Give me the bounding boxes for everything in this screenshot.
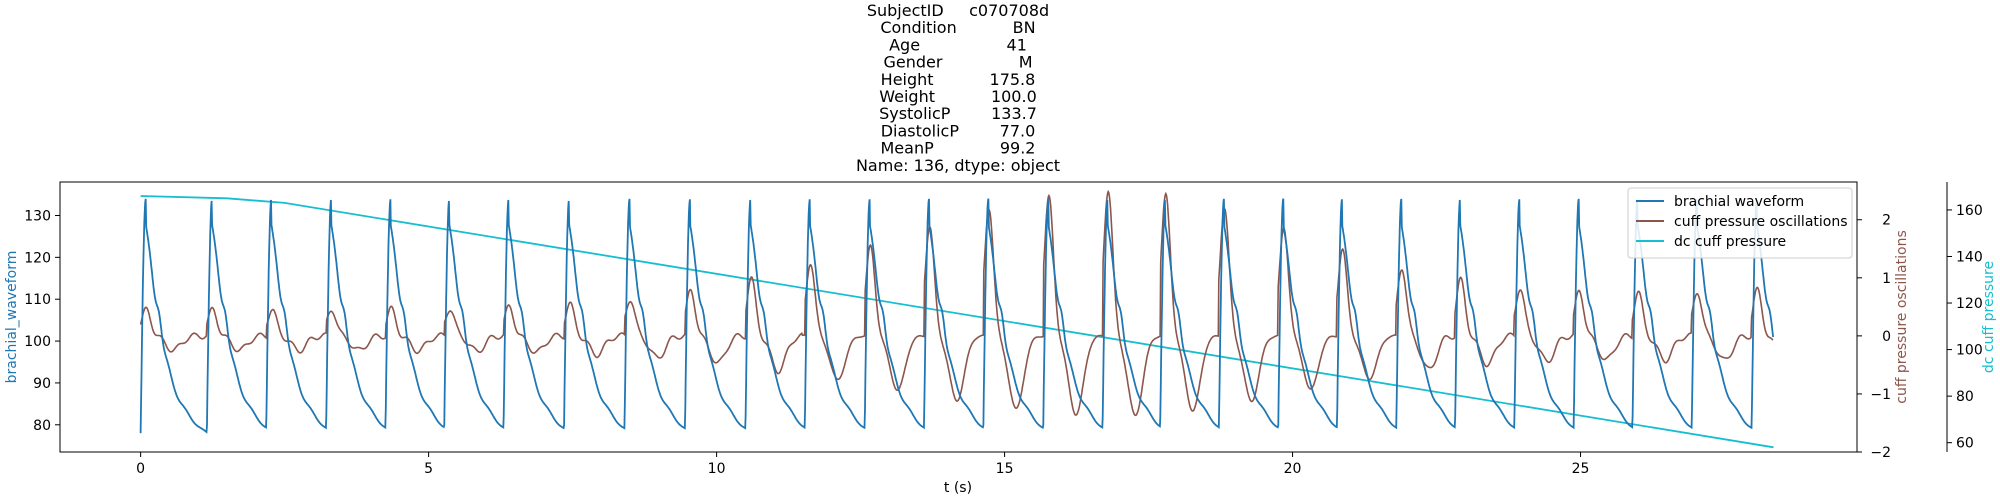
title-line: Height 175.8 [881, 70, 1036, 89]
y-right1-tick-label: 2 [1882, 213, 1891, 229]
title-line: SystolicP 133.7 [879, 104, 1037, 123]
y-right1-tick-label: −2 [1870, 445, 1891, 461]
legend-label-brachial-waveform: brachial waveform [1674, 194, 1804, 210]
y-left-tick-label: 80 [33, 418, 51, 434]
y-right2-tick-label: 80 [1956, 389, 1974, 405]
y-left-tick-label: 90 [33, 376, 51, 392]
y-axis-label-cuff-oscillations: cuff pressure oscillations [1894, 230, 1910, 404]
legend: brachial waveform cuff pressure oscillat… [1627, 187, 1853, 259]
y-right1-tick-label: −1 [1870, 387, 1891, 403]
x-tick-label: 15 [996, 461, 1014, 477]
y-axis-label-left: brachial_waveform [4, 251, 20, 384]
legend-box [1627, 187, 1853, 259]
x-axis-label: t (s) [944, 480, 972, 496]
series-dc-cuff-pressure [140, 195, 1774, 449]
y-axis-label-dc-cuff-pressure: dc cuff pressure [1981, 261, 1997, 373]
title-line: Age 41 [889, 35, 1027, 54]
y-right1-tick-label: 0 [1882, 329, 1891, 345]
series-cuff-pressure-oscillations [139, 189, 1774, 417]
legend-label-cuff-pressure-oscillations: cuff pressure oscillations [1674, 214, 1848, 230]
series-brachial-waveform [139, 198, 1774, 434]
y-right2-tick-label: 100 [1956, 343, 1983, 359]
y-left-tick-label: 100 [24, 334, 51, 350]
y-right1-tick-label: 1 [1882, 271, 1891, 287]
y-right2-tick-label: 120 [1956, 296, 1983, 312]
y-right2-tick-label: 60 [1956, 436, 1974, 452]
series-layer [139, 189, 1774, 449]
axes-layer: 0 5 10 15 20 25 80 90 100 110 120 130 −2 −1 0 1 2 60 80 100… [24, 182, 1983, 477]
x-tick-label: 20 [1284, 461, 1302, 477]
legend-label-dc-cuff-pressure: dc cuff pressure [1674, 234, 1786, 250]
title-line: Condition BN [880, 18, 1035, 37]
x-tick-label: 0 [136, 461, 145, 477]
title-line: Name: 136, dtype: object [856, 156, 1060, 175]
title-line: Gender M [883, 53, 1032, 72]
title-line: Weight 100.0 [879, 87, 1037, 106]
y-right2-tick-label: 160 [1956, 203, 1983, 219]
y-left-tick-label: 120 [24, 250, 51, 266]
y-left-tick-label: 110 [24, 292, 51, 308]
plot-area [59, 181, 1858, 453]
y-right2-tick-label: 140 [1956, 249, 1983, 265]
title-line: SubjectID c070708d [867, 1, 1049, 20]
title-line: MeanP 99.2 [881, 139, 1036, 158]
x-tick-label: 10 [708, 461, 726, 477]
y-left-tick-label: 130 [24, 208, 51, 224]
title-line: DiastolicP 77.0 [881, 121, 1036, 140]
x-tick-label: 5 [424, 461, 433, 477]
x-tick-label: 25 [1572, 461, 1590, 477]
